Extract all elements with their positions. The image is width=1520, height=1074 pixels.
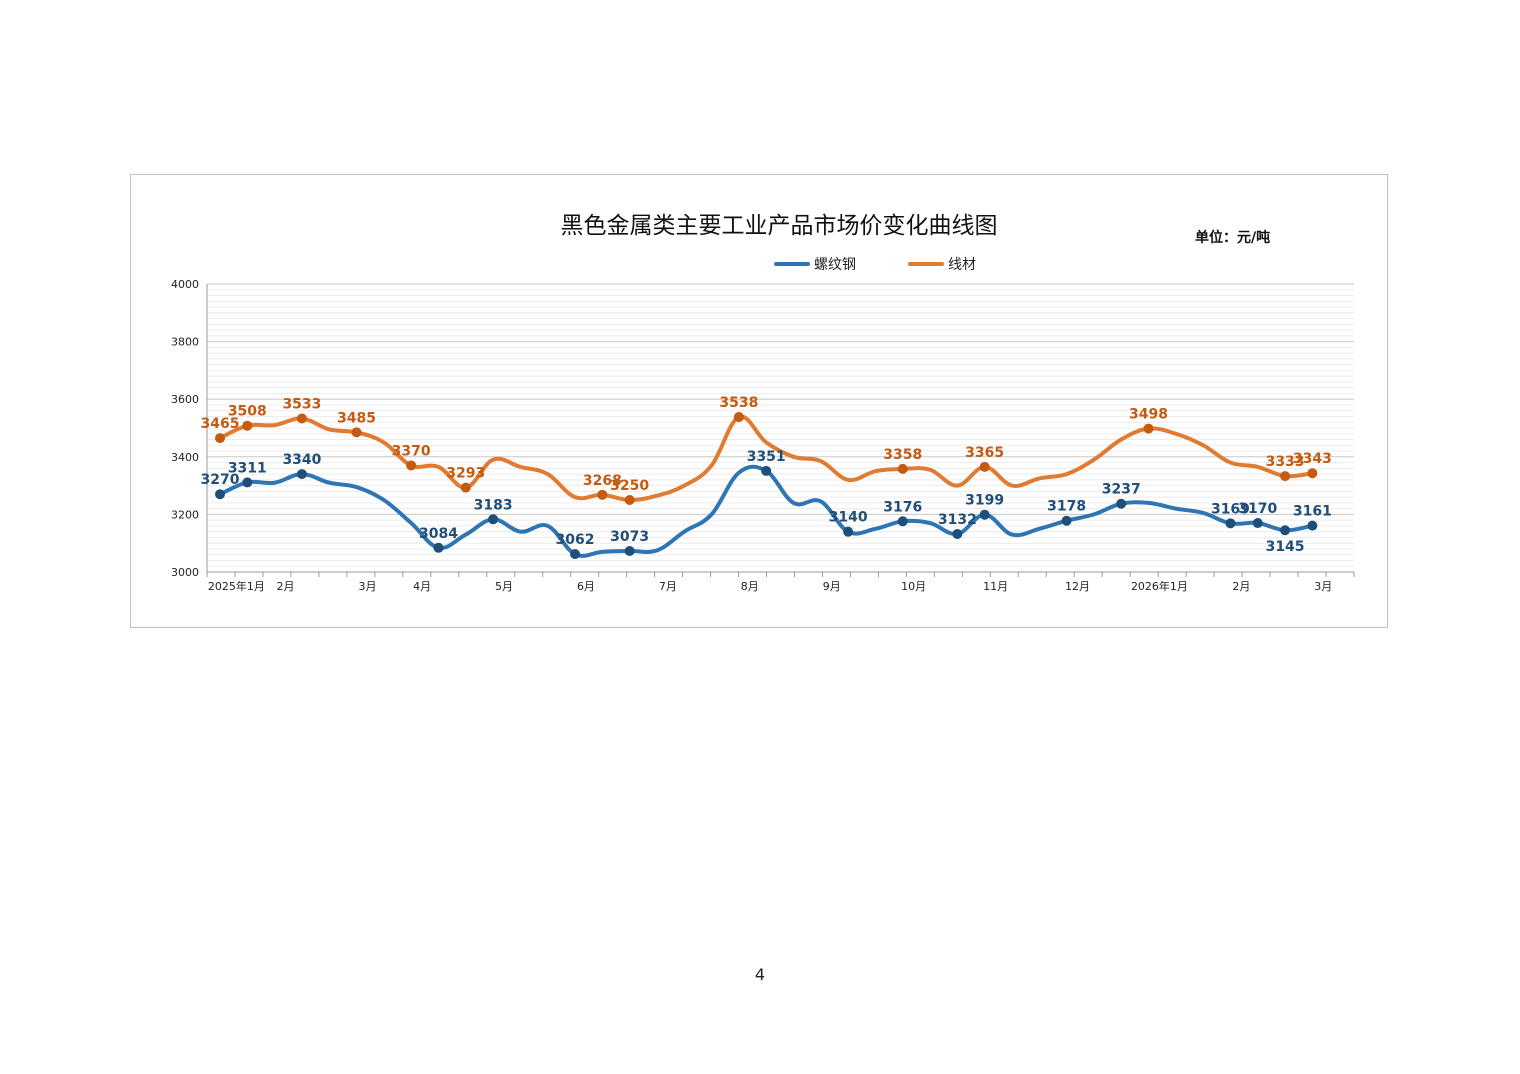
y-tick-label: 4000 — [171, 278, 199, 291]
data-label: 3351 — [747, 449, 786, 465]
x-tick-label: 2月 — [277, 580, 295, 593]
data-point — [1307, 468, 1318, 479]
unit-label: 单位：元/吨 — [1195, 229, 1270, 246]
data-point — [1143, 423, 1154, 434]
data-point — [1116, 498, 1127, 509]
data-point — [1280, 471, 1291, 482]
axes: 3000 3200 3400 3600 3800 4000 2025年1月 2月 3月 4月 5月 6… — [171, 278, 1355, 593]
data-point — [1307, 520, 1318, 531]
data-label: 3237 — [1102, 482, 1141, 498]
data-label: 3132 — [938, 512, 977, 528]
x-tick-label: 5月 — [495, 580, 513, 593]
chart-title: 黑色金属类主要工业产品市场价变化曲线图 — [561, 213, 998, 239]
x-tick-label: 2月 — [1232, 580, 1250, 593]
data-point — [979, 509, 990, 520]
data-point — [215, 433, 225, 444]
data-point — [979, 461, 990, 472]
y-tick-label: 3000 — [171, 566, 199, 579]
x-tick-label: 12月 — [1065, 580, 1090, 593]
data-point — [897, 516, 908, 527]
data-point — [624, 495, 635, 505]
y-tick-label: 3400 — [171, 451, 199, 464]
data-point — [351, 427, 362, 438]
data-point — [733, 412, 744, 423]
x-tick-label: 2025年1月 — [208, 579, 265, 593]
data-label: 3340 — [282, 452, 321, 468]
data-point — [460, 482, 471, 493]
data-point — [488, 514, 499, 525]
data-point — [761, 465, 772, 476]
data-label: 3169 — [1211, 501, 1250, 517]
data-point — [952, 528, 963, 539]
data-point — [1061, 515, 1072, 526]
data-label: 3358 — [883, 447, 922, 463]
data-label: 3062 — [556, 532, 595, 548]
data-label: 3365 — [965, 445, 1004, 461]
grid-lines — [207, 283, 1354, 573]
series-group — [215, 412, 1318, 560]
x-tick-label: 2026年1月 — [1131, 579, 1188, 593]
data-label: 3508 — [228, 404, 267, 420]
data-point — [242, 420, 253, 431]
x-tick-label: 10月 — [901, 580, 926, 593]
data-label: 3183 — [474, 497, 513, 513]
data-point — [1225, 518, 1236, 529]
x-tick-label: 4月 — [413, 580, 431, 593]
x-tick-label: 3月 — [358, 580, 376, 593]
line-chart: 黑色金属类主要工业产品市场价变化曲线图 单位：元/吨 3000320034003… — [171, 213, 1355, 593]
data-point — [406, 460, 417, 471]
data-label: 3199 — [965, 493, 1004, 509]
data-point — [1252, 518, 1263, 529]
data-label: 3485 — [337, 410, 376, 426]
chart-frame: 黑色金属类主要工业产品市场价变化曲线图 单位：元/吨 3000 3200 3400 3… — [130, 174, 1388, 628]
data-point — [624, 545, 635, 556]
data-label: 3161 — [1293, 504, 1332, 520]
data-point — [296, 413, 307, 424]
data-label: 3311 — [228, 460, 267, 476]
data-label: 3333 — [1266, 454, 1305, 470]
data-point — [1280, 525, 1291, 536]
data-label: 3538 — [719, 395, 758, 411]
legend-label: 螺纹钢 — [814, 257, 856, 273]
data-label: 3465 — [201, 416, 240, 432]
data-label: 3370 — [392, 443, 431, 459]
data-label: 3176 — [883, 499, 922, 515]
page-number: 4 — [754, 965, 766, 984]
data-label: 3170 — [1238, 501, 1277, 517]
x-tick-label: 7月 — [659, 580, 677, 593]
data-label: 3498 — [1129, 407, 1168, 423]
data-label: 3178 — [1047, 499, 1086, 515]
data-point — [570, 549, 581, 560]
legend: 螺纹钢 线材 — [774, 257, 976, 273]
data-point — [215, 489, 225, 500]
data-point — [897, 463, 908, 474]
x-tick-label: 6月 — [577, 580, 595, 593]
y-tick-label: 3200 — [171, 508, 199, 521]
x-tick-label: 11月 — [983, 580, 1008, 593]
data-point — [433, 542, 444, 553]
data-label: 3140 — [829, 510, 868, 526]
x-tick-label: 3月 — [1314, 580, 1332, 593]
data-point — [296, 469, 307, 480]
legend-label: 线材 — [948, 257, 976, 273]
data-label: 3145 — [1266, 539, 1305, 555]
data-point — [242, 477, 253, 488]
data-label: 3293 — [446, 466, 485, 482]
data-label: 3073 — [610, 529, 649, 545]
series-line-wire — [218, 414, 1315, 503]
data-label: 3268 — [583, 473, 622, 489]
data-label: 3250 — [610, 478, 649, 494]
y-tick-label: 3800 — [171, 336, 199, 349]
data-point — [843, 526, 854, 537]
data-label: 3084 — [419, 526, 458, 542]
data-point — [597, 489, 608, 500]
data-label: 3270 — [201, 472, 240, 488]
data-label: 3533 — [282, 396, 321, 412]
x-tick-label: 8月 — [741, 580, 759, 593]
y-tick-label: 3600 — [171, 393, 199, 406]
data-label: 3343 — [1293, 451, 1332, 467]
x-tick-label: 9月 — [823, 580, 841, 593]
